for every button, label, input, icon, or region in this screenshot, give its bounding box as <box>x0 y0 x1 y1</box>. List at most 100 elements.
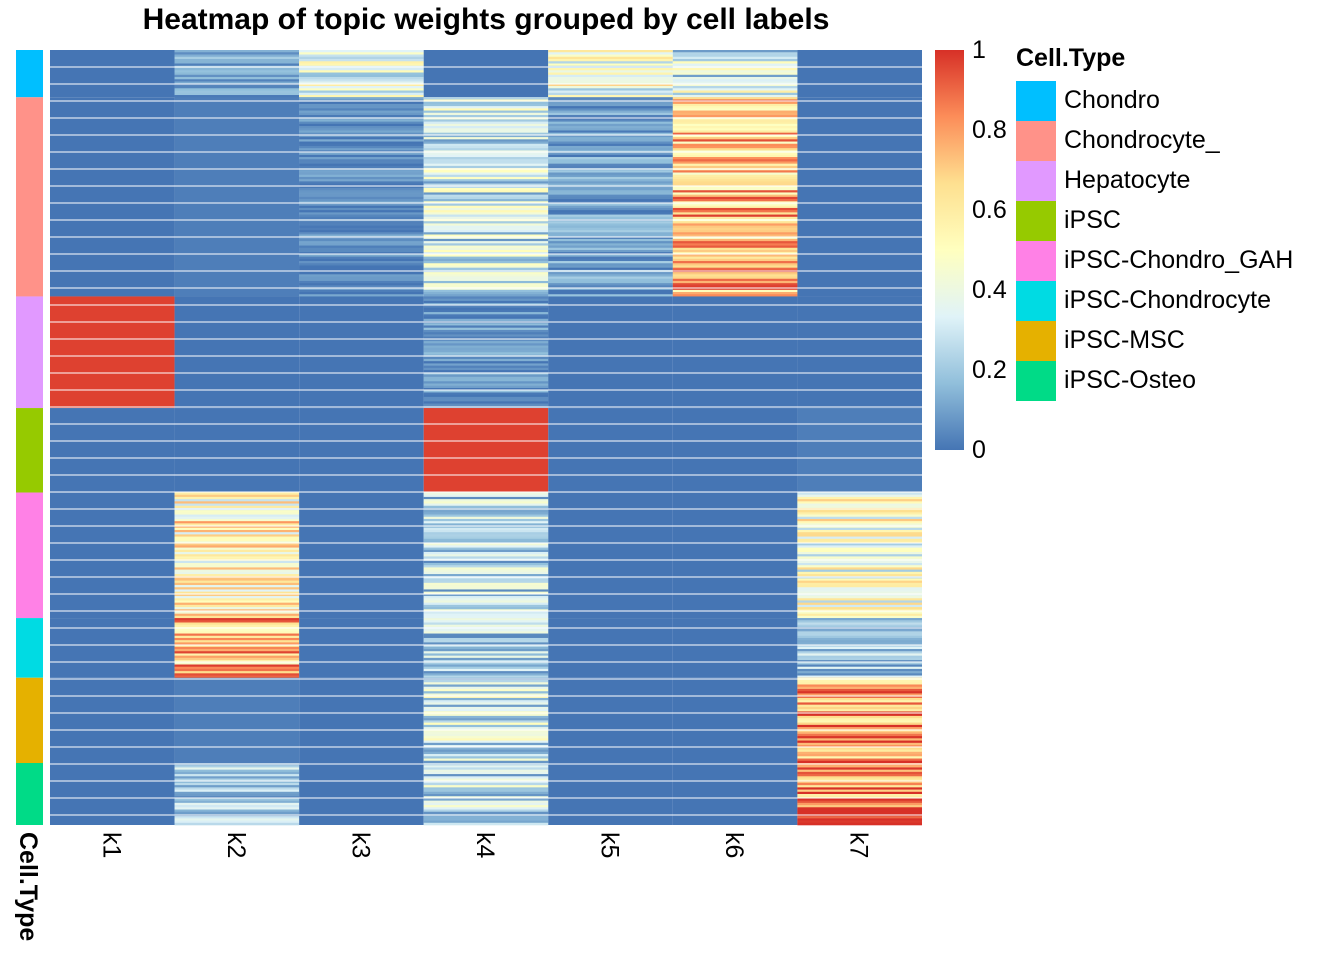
heatmap-row-stripe <box>299 241 424 244</box>
heatmap-row-stripe <box>174 598 300 601</box>
heatmap-row-stripe <box>672 126 798 129</box>
annotation-block-5 <box>16 618 43 678</box>
heatmap-row-stripe <box>423 280 549 284</box>
heatmap-row-stripe <box>423 139 549 142</box>
heatmap-row-stripe <box>423 715 549 719</box>
heatmap-row-stripe <box>423 329 549 333</box>
heatmap-row-stripe <box>797 525 922 529</box>
heatmap-row-stripe <box>299 77 424 80</box>
heatmap-row-stripe <box>797 633 922 637</box>
heatmap-row-stripe <box>797 660 922 663</box>
heatmap-row-stripe <box>423 387 549 391</box>
heatmap-row-stripe <box>548 263 673 266</box>
heatmap-row-stripe <box>423 620 549 623</box>
heatmap-row-stripe <box>423 547 549 551</box>
heatmap-row-stripe <box>797 655 922 659</box>
heatmap-row-stripe <box>548 92 673 96</box>
heatmap-row-stripe <box>299 249 424 253</box>
heatmap-row-stripe <box>797 682 922 685</box>
heatmap-row-stripe <box>423 769 549 773</box>
heatmap-row-stripe <box>174 807 300 810</box>
heatmap-row-stripe <box>423 216 549 220</box>
annotation-block-0 <box>16 50 43 98</box>
heatmap-row-stripe <box>797 563 922 566</box>
heatmap-row-stripe <box>299 207 424 211</box>
heatmap-row-stripe <box>299 188 424 191</box>
heatmap-row-stripe <box>548 70 673 73</box>
heatmap-row-stripe <box>672 92 798 96</box>
heatmap-row-stripe <box>423 538 549 542</box>
heatmap-row-stripe <box>299 110 424 114</box>
heatmap-row-stripe <box>174 556 300 559</box>
heatmap-row-stripe <box>797 742 922 746</box>
heatmap-cell-Hepatocyte-k5 <box>548 296 673 409</box>
heatmap-row-stripe <box>548 130 673 133</box>
heatmap-row-stripe <box>423 607 549 610</box>
heatmap-row-stripe <box>548 108 673 111</box>
heatmap-row-stripe <box>548 145 673 149</box>
heatmap-row-stripe <box>672 261 798 264</box>
heatmap-row-stripe <box>797 622 922 626</box>
heatmap-cell-iPSC-MSC-k6 <box>672 677 798 763</box>
legend-swatch <box>1016 281 1056 321</box>
heatmap-row-stripe <box>423 103 549 107</box>
heatmap-row-stripe <box>548 236 673 240</box>
heatmap-row-stripe <box>797 722 922 726</box>
heatmap-row-stripe <box>797 789 922 793</box>
heatmap-row-stripe <box>672 114 798 118</box>
heatmap-row-stripe <box>174 596 300 599</box>
heatmap-row-stripe <box>672 232 798 235</box>
heatmap-row-stripe <box>174 633 300 637</box>
heatmap-row-stripe <box>423 181 549 184</box>
heatmap-row-stripe <box>174 818 300 821</box>
heatmap-row-stripe <box>797 631 922 634</box>
heatmap-row-stripe <box>423 356 549 360</box>
heatmap-row-stripe <box>174 529 300 533</box>
heatmap-row-stripe <box>672 210 798 213</box>
heatmap-row-stripe <box>174 547 300 551</box>
heatmap-row-stripe <box>423 675 549 679</box>
heatmap-row-stripe <box>797 615 922 619</box>
heatmap-row-stripe <box>423 241 549 244</box>
column-label-k6: k6 <box>720 832 748 858</box>
heatmap-row-stripe <box>423 709 549 712</box>
heatmap-row-stripe <box>423 154 549 158</box>
heatmap-row-stripe <box>174 591 300 595</box>
heatmap-row-stripe <box>423 556 549 559</box>
heatmap-row-stripe <box>797 796 922 799</box>
heatmap-row-stripe <box>299 274 424 277</box>
heatmap-row-stripe <box>423 97 549 100</box>
heatmap-row-stripe <box>299 108 424 111</box>
heatmap-row-stripe <box>548 216 673 220</box>
heatmap-row-stripe <box>797 629 922 632</box>
heatmap-cell-iPSC-k6 <box>672 408 798 493</box>
heatmap-row-stripe <box>797 657 922 661</box>
heatmap-row-stripe <box>797 758 922 762</box>
heatmap-row-stripe <box>797 736 922 739</box>
heatmap-row-stripe <box>548 183 673 187</box>
heatmap-row-stripe <box>299 179 424 182</box>
heatmap-row-stripe <box>423 554 549 557</box>
heatmap-row-stripe <box>797 505 922 509</box>
heatmap-row-stripe <box>174 642 300 645</box>
heatmap-row-stripe <box>797 501 922 504</box>
heatmap-row-stripe <box>174 602 300 606</box>
heatmap-row-stripe <box>548 143 673 147</box>
heatmap-row-stripe <box>672 241 798 244</box>
heatmap-row-stripe <box>174 782 300 786</box>
heatmap-row-stripe <box>423 785 549 788</box>
heatmap-row-stripe <box>299 183 424 187</box>
heatmap-row-stripe <box>423 381 549 384</box>
heatmap-row-stripe <box>299 292 424 295</box>
heatmap-row-stripe <box>423 134 549 138</box>
heatmap-row-stripe <box>299 121 424 125</box>
heatmap-row-stripe <box>423 700 549 703</box>
heatmap-row-stripe <box>548 212 673 215</box>
heatmap-row-stripe <box>797 668 922 672</box>
heatmap-cell-Chondrocyte_-k1 <box>50 97 175 297</box>
heatmap-row-stripe <box>672 161 798 164</box>
heatmap-row-stripe <box>672 86 798 89</box>
heatmap-row-stripe <box>672 172 798 176</box>
heatmap-row-stripe <box>548 278 673 282</box>
heatmap-row-stripe <box>672 154 798 158</box>
